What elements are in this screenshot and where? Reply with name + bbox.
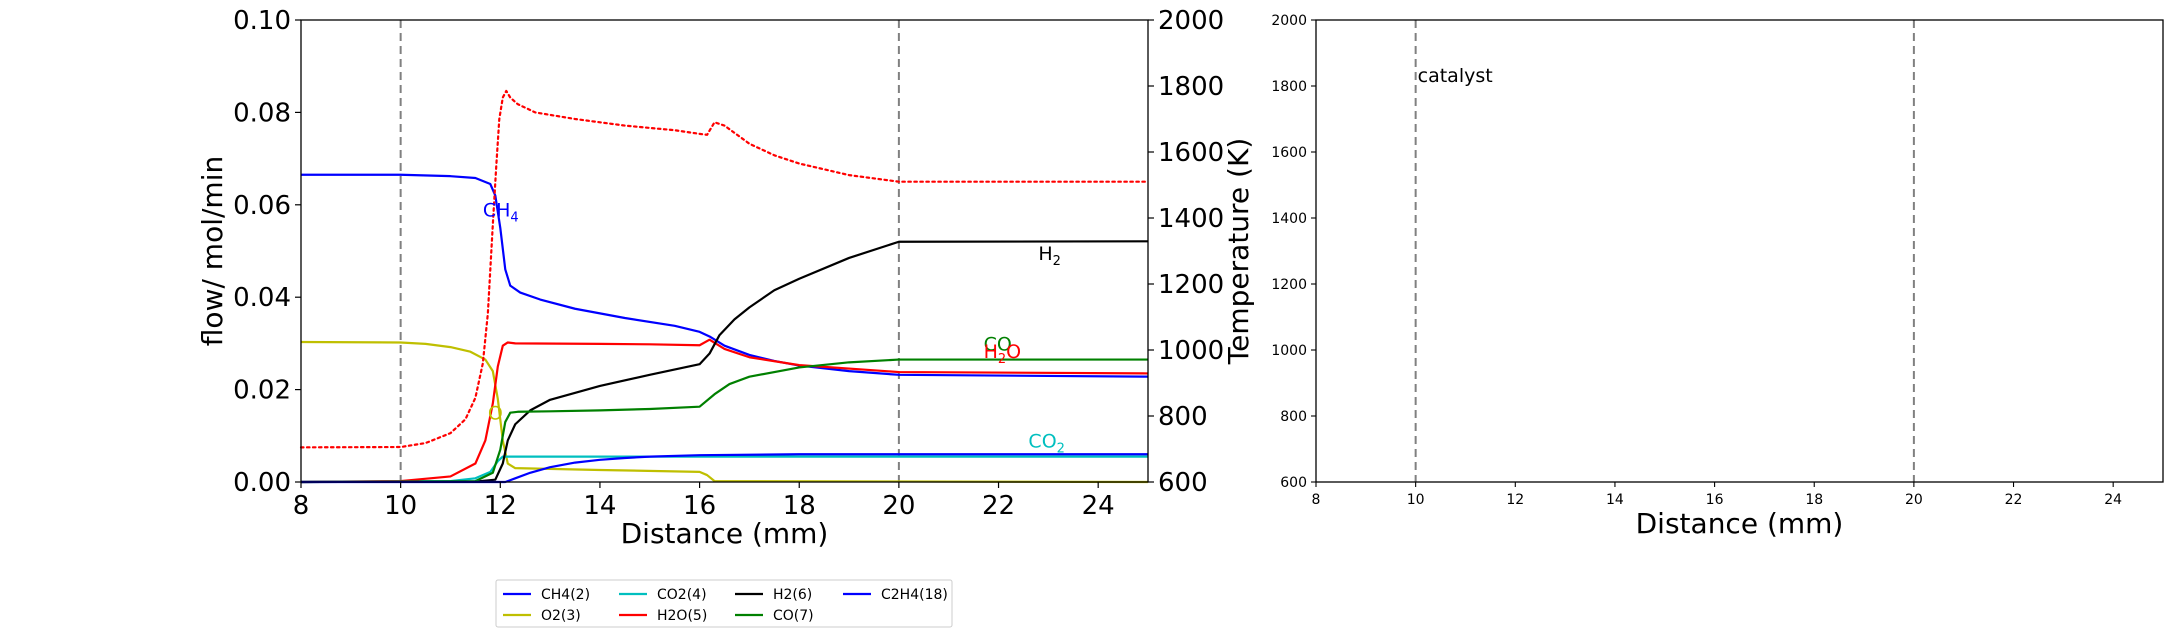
right-y-tick-label: 1400 xyxy=(1271,211,1307,227)
right-y-tick-label: 1800 xyxy=(1271,79,1307,95)
y2-tick-label: 1400 xyxy=(1158,204,1224,234)
left-y-ticks: 0.00 0.02 0.04 0.06 0.08 0.10 xyxy=(233,6,301,498)
temperature-line xyxy=(299,89,1150,449)
right-y-tick-label: 800 xyxy=(1280,409,1307,425)
legend-box xyxy=(495,579,953,628)
right-y-tick-label: 600 xyxy=(1280,475,1307,491)
y-tick-label: 0.06 xyxy=(233,191,291,221)
y-tick-label: 0.04 xyxy=(233,283,291,313)
y2-tick-label: 1800 xyxy=(1158,72,1224,102)
legend-label-h2o-5: H2O(5) xyxy=(657,608,707,624)
annotation-co: CO xyxy=(984,333,1012,355)
left-vlines xyxy=(399,20,900,482)
annotation-h2o: H2O xyxy=(984,341,1022,367)
legend-label-co-7: CO(7) xyxy=(773,608,814,624)
right-y-tick-label: 1000 xyxy=(1271,343,1307,359)
right-x-tick-label: 12 xyxy=(1506,492,1524,508)
y2-tick-label: 600 xyxy=(1158,468,1208,498)
y-tick-label: 0.10 xyxy=(233,6,291,36)
right-x-axis-label: Distance (mm) xyxy=(1636,507,1844,540)
annotation-h2: H2 xyxy=(1038,243,1061,269)
y2-tick-label: 800 xyxy=(1158,402,1208,432)
x-tick-label: 14 xyxy=(583,491,616,521)
x-tick-label: 8 xyxy=(293,491,310,521)
right-y-tick-label: 1200 xyxy=(1271,277,1307,293)
left-x-ticks: 8 10 12 14 16 18 20 22 24 xyxy=(293,482,1115,521)
right-x-tick-label: 20 xyxy=(1905,492,1923,508)
annotation-co2: CO2 xyxy=(1028,430,1065,456)
right-x-tick-label: 22 xyxy=(2005,492,2023,508)
right-plot-frame xyxy=(1315,19,2164,483)
legend-label-o2-3: O2(3) xyxy=(541,608,581,624)
annotation-o: O xyxy=(488,403,503,425)
right-y-ticks: 600 800 1000 1200 1400 1600 1800 2000 xyxy=(1271,13,1316,491)
annotation-ch4: CH4 xyxy=(483,199,519,225)
y2-tick-label: 1000 xyxy=(1158,336,1224,366)
left-series-lines xyxy=(299,89,1150,484)
legend-label-h2-6: H2(6) xyxy=(773,587,812,603)
x-tick-label: 12 xyxy=(484,491,517,521)
series-line-h2o-5 xyxy=(300,338,1149,484)
legend-label-co2-4: CO2(4) xyxy=(657,587,707,603)
temperature-chart: 8 10 12 14 16 18 20 22 24 600 800 1000 1200 1400 1600… xyxy=(1271,13,2164,540)
left-y-axis-label: flow/ mol/min xyxy=(196,156,229,346)
right-y-tick-label: 2000 xyxy=(1271,13,1307,29)
right-x-tick-label: 18 xyxy=(1805,492,1823,508)
x-tick-label: 20 xyxy=(882,491,915,521)
y-tick-label: 0.02 xyxy=(233,376,291,406)
series-line-c2h4-18 xyxy=(301,453,1148,484)
right-x-tick-label: 16 xyxy=(1706,492,1724,508)
y-tick-label: 0.00 xyxy=(233,468,291,498)
y2-tick-label: 1600 xyxy=(1158,138,1224,168)
right-x-tick-label: 10 xyxy=(1407,492,1425,508)
y2-tick-label: 1200 xyxy=(1158,270,1224,300)
y-tick-label: 0.08 xyxy=(233,98,291,128)
legend-label-ch4-2: CH4(2) xyxy=(541,587,590,603)
right-y-tick-label: 1600 xyxy=(1271,145,1307,161)
x-tick-label: 24 xyxy=(1082,491,1115,521)
x-tick-label: 10 xyxy=(384,491,417,521)
right-x-tick-label: 8 xyxy=(1312,492,1321,508)
right-y-axis-label: Temperature (K) xyxy=(1222,138,1255,365)
left-x-axis-label: Distance (mm) xyxy=(621,517,829,550)
x-tick-label: 18 xyxy=(783,491,816,521)
x-tick-label: 16 xyxy=(683,491,716,521)
right-vlines xyxy=(1414,20,1915,482)
series-line-co-7 xyxy=(300,358,1148,484)
right-x-tick-label: 24 xyxy=(2104,492,2122,508)
series-line-h2-6 xyxy=(300,240,1149,484)
legend: CH4(2) O2(3) CO2(4) H2O(5) H2(6) CO(7) C2H4(18… xyxy=(495,579,953,628)
right-x-ticks: 8 10 12 14 16 18 20 22 24 xyxy=(1312,482,2122,508)
legend-label-c2h4-18: C2H4(18) xyxy=(881,587,948,603)
left-right-y-ticks: 600 800 1000 1200 1400 1600 1800 2000 xyxy=(1148,6,1224,498)
catalyst-annotation: catalyst xyxy=(1418,65,1493,87)
series-line-o2-3 xyxy=(300,340,1149,484)
right-x-tick-label: 14 xyxy=(1606,492,1624,508)
x-tick-label: 22 xyxy=(982,491,1015,521)
left-plot-frame xyxy=(300,19,1149,483)
y2-tick-label: 2000 xyxy=(1158,6,1224,36)
